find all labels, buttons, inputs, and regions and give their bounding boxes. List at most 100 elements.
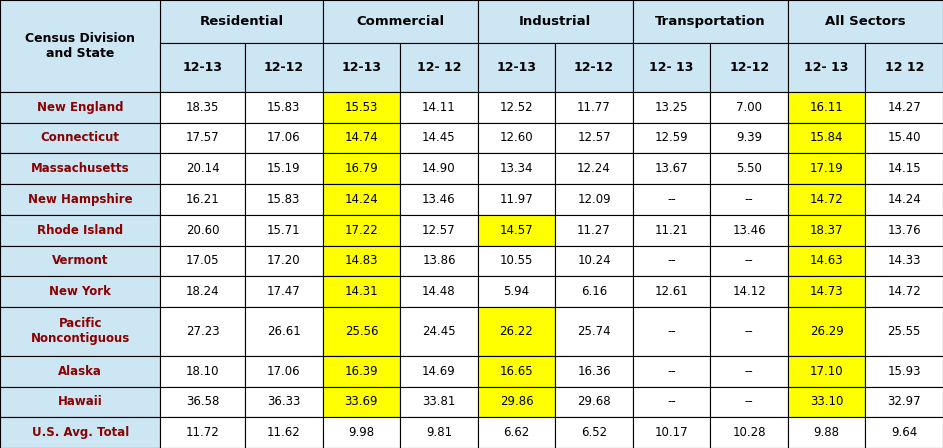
Bar xyxy=(160,184,245,215)
Bar xyxy=(478,417,555,448)
Bar xyxy=(478,307,555,356)
Bar xyxy=(788,153,866,184)
Text: New Hampshire: New Hampshire xyxy=(28,193,132,206)
Bar xyxy=(0,417,160,448)
Bar xyxy=(323,215,400,246)
Bar xyxy=(788,215,866,246)
Bar xyxy=(555,153,633,184)
Bar xyxy=(160,417,245,448)
Text: --: -- xyxy=(745,365,753,378)
Bar xyxy=(555,43,633,92)
Bar xyxy=(323,417,400,448)
Text: 18.37: 18.37 xyxy=(810,224,843,237)
Text: 17.06: 17.06 xyxy=(267,131,301,144)
Text: Hawaii: Hawaii xyxy=(58,396,103,409)
Bar xyxy=(478,215,555,246)
Text: 12.57: 12.57 xyxy=(422,224,455,237)
Bar xyxy=(323,153,400,184)
Bar xyxy=(160,307,245,356)
Bar xyxy=(323,356,400,387)
Bar xyxy=(866,417,943,448)
Text: 14.57: 14.57 xyxy=(500,224,534,237)
Bar xyxy=(788,246,866,276)
Text: --: -- xyxy=(668,365,676,378)
Text: 33.69: 33.69 xyxy=(344,396,378,409)
Text: 20.14: 20.14 xyxy=(186,162,220,175)
Text: 14.24: 14.24 xyxy=(344,193,378,206)
Bar xyxy=(245,215,323,246)
Text: Industrial: Industrial xyxy=(520,15,591,28)
Bar xyxy=(323,92,400,123)
Text: 15.83: 15.83 xyxy=(267,193,301,206)
Text: 12.24: 12.24 xyxy=(577,162,611,175)
Bar xyxy=(160,153,245,184)
Bar xyxy=(555,184,633,215)
Text: --: -- xyxy=(668,193,676,206)
Bar xyxy=(555,92,633,123)
Text: 12-12: 12-12 xyxy=(729,61,769,74)
Text: 13.46: 13.46 xyxy=(733,224,766,237)
Text: 29.68: 29.68 xyxy=(577,396,611,409)
Bar xyxy=(0,0,160,92)
Text: 15.71: 15.71 xyxy=(267,224,301,237)
Text: 9.98: 9.98 xyxy=(348,426,374,439)
Bar xyxy=(400,215,478,246)
Bar xyxy=(866,356,943,387)
Bar xyxy=(0,307,160,356)
Bar xyxy=(0,246,160,276)
Bar xyxy=(323,387,400,417)
Bar xyxy=(710,153,788,184)
Bar xyxy=(160,246,245,276)
Bar xyxy=(710,307,788,356)
Bar xyxy=(478,184,555,215)
Text: 14.33: 14.33 xyxy=(887,254,921,267)
Text: 6.62: 6.62 xyxy=(504,426,530,439)
Text: 13.46: 13.46 xyxy=(422,193,455,206)
Text: Alaska: Alaska xyxy=(58,365,102,378)
Bar xyxy=(245,417,323,448)
Bar xyxy=(555,307,633,356)
Text: 16.11: 16.11 xyxy=(810,101,844,114)
Text: 16.39: 16.39 xyxy=(344,365,378,378)
Bar xyxy=(633,307,710,356)
Bar xyxy=(400,123,478,153)
Text: 14.72: 14.72 xyxy=(810,193,844,206)
Bar xyxy=(710,43,788,92)
Bar xyxy=(788,307,866,356)
Bar xyxy=(478,246,555,276)
Bar xyxy=(400,356,478,387)
Bar xyxy=(478,0,633,43)
Text: 9.39: 9.39 xyxy=(736,131,762,144)
Text: 6.16: 6.16 xyxy=(581,285,607,298)
Text: 14.72: 14.72 xyxy=(887,285,921,298)
Bar xyxy=(160,387,245,417)
Bar xyxy=(788,417,866,448)
Bar xyxy=(710,356,788,387)
Text: 16.36: 16.36 xyxy=(577,365,611,378)
Text: 11.72: 11.72 xyxy=(186,426,220,439)
Bar xyxy=(400,387,478,417)
Bar xyxy=(323,246,400,276)
Text: 10.24: 10.24 xyxy=(577,254,611,267)
Bar xyxy=(866,123,943,153)
Text: 14.27: 14.27 xyxy=(887,101,921,114)
Bar xyxy=(788,92,866,123)
Text: 6.52: 6.52 xyxy=(581,426,607,439)
Text: 12.61: 12.61 xyxy=(654,285,688,298)
Text: 17.22: 17.22 xyxy=(344,224,378,237)
Text: Commercial: Commercial xyxy=(356,15,444,28)
Text: 15.40: 15.40 xyxy=(887,131,921,144)
Text: 9.81: 9.81 xyxy=(426,426,452,439)
Bar xyxy=(323,307,400,356)
Text: Transportation: Transportation xyxy=(655,15,766,28)
Text: 14.45: 14.45 xyxy=(422,131,455,144)
Text: 11.27: 11.27 xyxy=(577,224,611,237)
Bar xyxy=(710,92,788,123)
Bar xyxy=(710,276,788,307)
Bar xyxy=(245,153,323,184)
Bar xyxy=(788,0,943,43)
Bar xyxy=(400,184,478,215)
Text: New England: New England xyxy=(37,101,124,114)
Text: --: -- xyxy=(745,254,753,267)
Text: 26.29: 26.29 xyxy=(810,325,844,338)
